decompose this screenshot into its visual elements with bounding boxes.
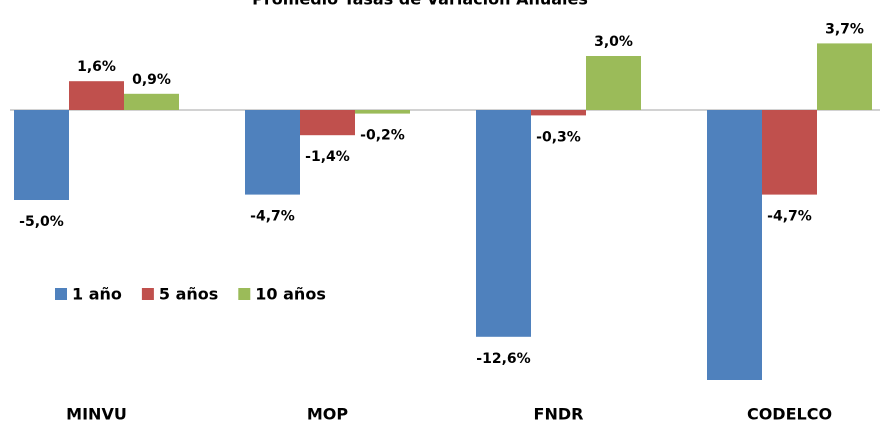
- bar: [531, 110, 586, 116]
- data-label: 0,9%: [132, 72, 171, 88]
- bar: [245, 110, 300, 195]
- data-label: -0,3%: [536, 129, 581, 145]
- bar: [586, 56, 641, 110]
- bar: [355, 110, 410, 114]
- data-label: -5,0%: [19, 214, 64, 230]
- legend-swatch: [141, 288, 154, 300]
- chart-title: Promedio Tasas de Variación Anuales: [252, 0, 588, 9]
- bar: [476, 110, 531, 337]
- data-label: 3,7%: [825, 21, 864, 37]
- legend-swatch: [55, 288, 67, 300]
- data-label: -1,4%: [305, 149, 350, 165]
- data-label: -4,7%: [250, 209, 295, 225]
- x-tick-label: MOP: [307, 405, 349, 424]
- data-label: -4,7%: [767, 209, 812, 225]
- bar: [707, 110, 762, 380]
- bar: [69, 81, 124, 110]
- data-label: 3,0%: [594, 34, 633, 50]
- legend-label: 5 años: [159, 285, 218, 304]
- bar: [124, 93, 179, 110]
- bar: [762, 110, 817, 195]
- bar: [300, 110, 355, 136]
- data-label: 1,6%: [77, 59, 116, 75]
- x-tick-label: MINVU: [66, 405, 127, 424]
- legend-label: 10 años: [255, 285, 326, 304]
- legend-swatch: [238, 288, 251, 300]
- bar: [14, 110, 69, 200]
- legend-label: 1 año: [72, 285, 122, 304]
- data-label: -12,6%: [476, 351, 530, 367]
- data-label: -0,2%: [360, 128, 405, 144]
- x-tick-label: CODELCO: [747, 405, 832, 424]
- x-tick-label: FNDR: [534, 405, 584, 424]
- bar: [817, 43, 872, 110]
